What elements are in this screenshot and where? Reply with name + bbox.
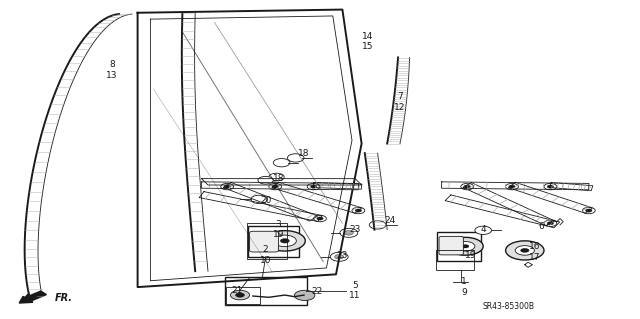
Text: 16
17: 16 17 bbox=[529, 242, 540, 262]
Circle shape bbox=[547, 222, 554, 225]
Text: 4: 4 bbox=[481, 225, 486, 234]
Circle shape bbox=[335, 255, 344, 259]
FancyBboxPatch shape bbox=[248, 226, 299, 257]
Text: 22: 22 bbox=[311, 287, 323, 296]
Circle shape bbox=[273, 235, 296, 247]
Circle shape bbox=[317, 217, 323, 220]
Circle shape bbox=[340, 228, 358, 237]
Circle shape bbox=[586, 209, 592, 212]
FancyArrow shape bbox=[19, 291, 47, 303]
Circle shape bbox=[520, 248, 529, 253]
Circle shape bbox=[272, 185, 278, 188]
Circle shape bbox=[344, 231, 353, 235]
Circle shape bbox=[310, 185, 317, 188]
Circle shape bbox=[269, 173, 284, 181]
Circle shape bbox=[258, 176, 273, 184]
Circle shape bbox=[224, 185, 230, 188]
Circle shape bbox=[273, 159, 290, 167]
Text: 18: 18 bbox=[273, 174, 284, 183]
Circle shape bbox=[264, 231, 305, 251]
Text: FR.: FR. bbox=[54, 293, 72, 303]
Circle shape bbox=[352, 207, 365, 214]
Circle shape bbox=[251, 195, 268, 204]
Circle shape bbox=[330, 252, 348, 261]
FancyBboxPatch shape bbox=[439, 236, 463, 255]
Circle shape bbox=[506, 241, 544, 260]
Circle shape bbox=[314, 215, 326, 222]
Circle shape bbox=[355, 209, 362, 212]
Circle shape bbox=[461, 244, 469, 248]
Text: 23: 23 bbox=[337, 251, 348, 260]
Circle shape bbox=[280, 239, 289, 243]
Circle shape bbox=[294, 290, 315, 300]
Circle shape bbox=[544, 220, 557, 226]
Text: 20: 20 bbox=[260, 197, 271, 205]
Text: 5
11: 5 11 bbox=[349, 281, 361, 300]
Circle shape bbox=[515, 246, 534, 255]
Text: 2
10: 2 10 bbox=[260, 246, 271, 265]
Circle shape bbox=[464, 185, 470, 188]
Circle shape bbox=[544, 183, 557, 190]
Circle shape bbox=[509, 185, 515, 188]
Text: 19: 19 bbox=[465, 251, 476, 260]
Circle shape bbox=[547, 185, 554, 188]
Text: 14
15: 14 15 bbox=[362, 32, 374, 51]
Circle shape bbox=[447, 237, 483, 255]
Circle shape bbox=[221, 183, 234, 190]
Text: 24: 24 bbox=[385, 216, 396, 225]
Circle shape bbox=[369, 221, 386, 229]
Text: 23: 23 bbox=[349, 225, 361, 234]
Circle shape bbox=[456, 241, 475, 251]
Text: SR43-85300B: SR43-85300B bbox=[483, 302, 535, 311]
Text: 3
19: 3 19 bbox=[273, 220, 284, 239]
Circle shape bbox=[287, 154, 304, 162]
Text: 18: 18 bbox=[298, 149, 310, 158]
Circle shape bbox=[269, 183, 282, 190]
FancyBboxPatch shape bbox=[250, 231, 278, 252]
Circle shape bbox=[307, 183, 320, 190]
Circle shape bbox=[582, 207, 595, 214]
Text: 7
12: 7 12 bbox=[394, 93, 406, 112]
Text: 8
13: 8 13 bbox=[106, 61, 118, 80]
Circle shape bbox=[506, 183, 518, 190]
Circle shape bbox=[475, 226, 492, 234]
Text: 6: 6 bbox=[538, 222, 543, 231]
Circle shape bbox=[236, 293, 244, 297]
Text: 21: 21 bbox=[231, 286, 243, 295]
Text: 1
9: 1 9 bbox=[461, 278, 467, 297]
Circle shape bbox=[461, 183, 474, 190]
Circle shape bbox=[230, 290, 250, 300]
